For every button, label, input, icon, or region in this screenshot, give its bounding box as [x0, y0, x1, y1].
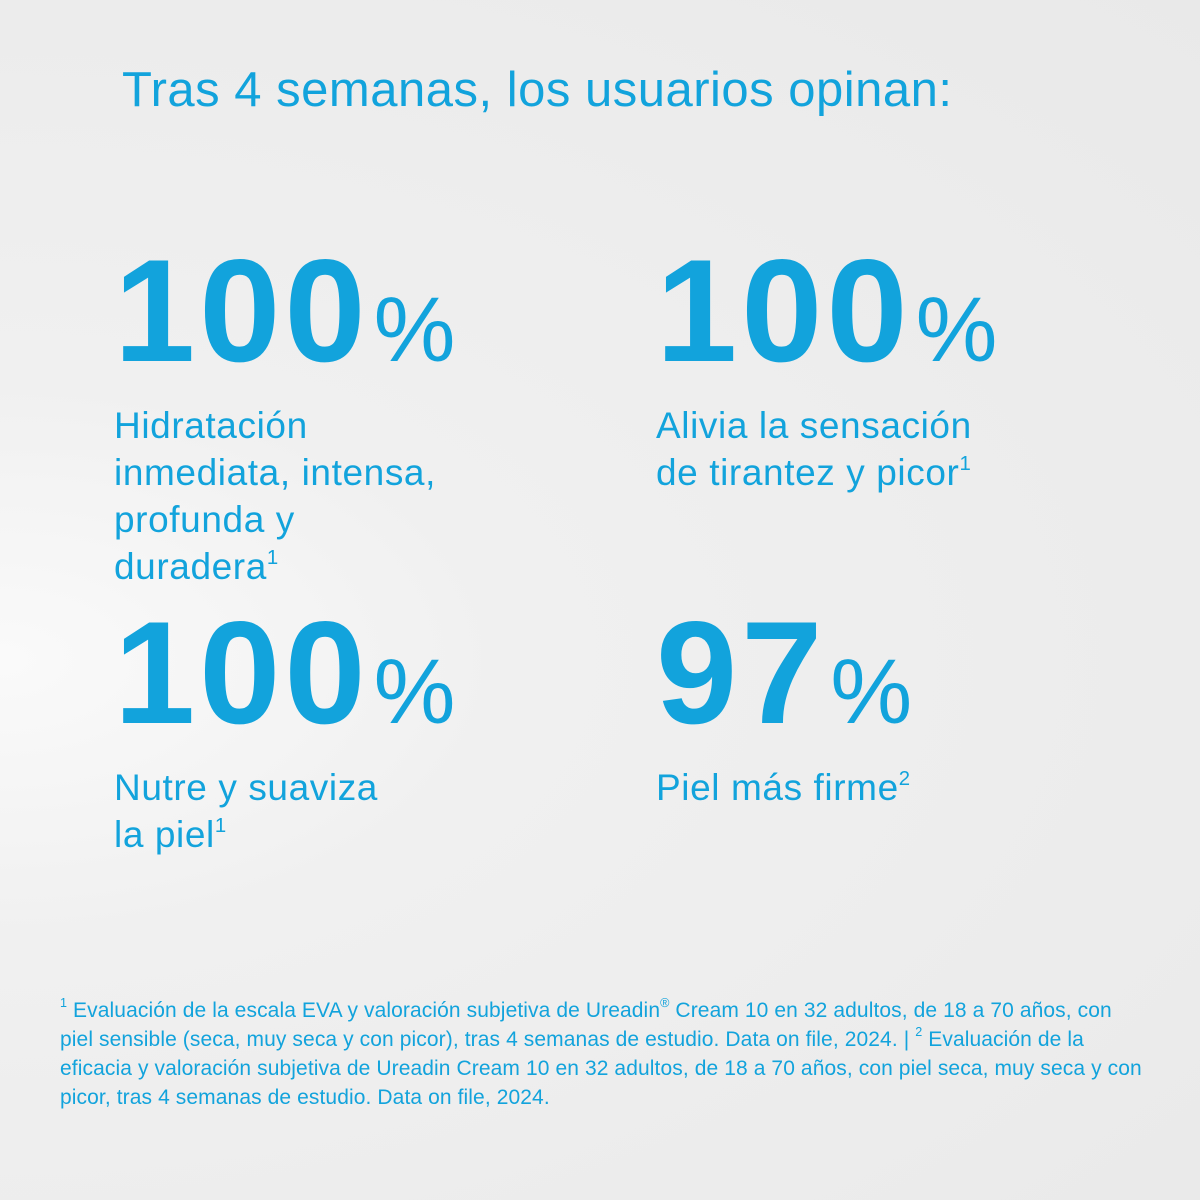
footnotes: 1 Evaluación de la escala EVA y valoraci…	[60, 995, 1142, 1109]
stat-firmness: 97% Piel más firme2	[656, 600, 912, 811]
stat-description: Piel más firme2	[656, 767, 911, 808]
stat-hydration: 100% Hidratación inmediata, intensa, profu…	[114, 238, 455, 590]
stat-description: Hidratación inmediata, intensa, profunda y…	[114, 405, 436, 587]
stat-value: 97%	[656, 591, 913, 754]
stat-description: Nutre y suaviza la piel1	[114, 767, 378, 855]
page-title: Tras 4 semanas, los usuarios opinan:	[122, 63, 953, 117]
stat-description: Alivia la sensación de tirantez y picor1	[656, 405, 972, 493]
stat-value: 100%	[114, 591, 456, 754]
stat-relief: 100% Alivia la sensación de tirantez y pi…	[656, 238, 997, 496]
stat-value: 100%	[656, 229, 998, 392]
stat-value: 100%	[114, 229, 456, 392]
stat-nourish: 100% Nutre y suaviza la piel1	[114, 600, 455, 858]
